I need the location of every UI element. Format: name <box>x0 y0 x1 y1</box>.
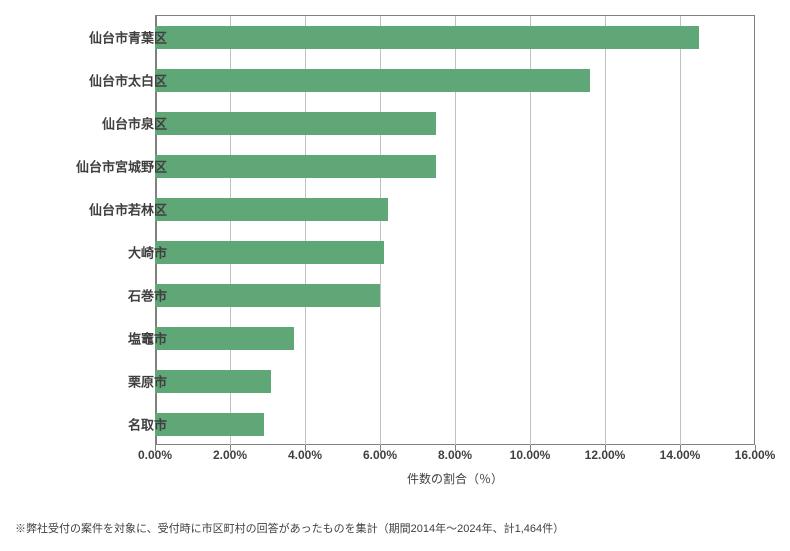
x-tick-label: 0.00% <box>138 448 172 462</box>
gridline <box>680 16 681 445</box>
x-tick-label: 12.00% <box>585 448 626 462</box>
bar <box>155 370 271 393</box>
bar <box>155 284 380 307</box>
bar <box>155 155 436 178</box>
footnote-text: ※弊社受付の案件を対象に、受付時に市区町村の回答があったものを集計（期間2014… <box>15 520 564 536</box>
bar <box>155 69 590 92</box>
bar <box>155 112 436 135</box>
bar <box>155 26 699 49</box>
x-tick-label: 2.00% <box>213 448 247 462</box>
x-tick-label: 4.00% <box>288 448 322 462</box>
gridline <box>605 16 606 445</box>
y-category-label: 仙台市宮城野区 <box>76 156 167 175</box>
y-category-label: 塩竈市 <box>128 328 167 347</box>
y-category-label: 大崎市 <box>128 242 167 261</box>
x-tick-label: 16.00% <box>735 448 776 462</box>
x-tick-label: 6.00% <box>363 448 397 462</box>
y-category-label: 名取市 <box>128 414 167 433</box>
bar <box>155 241 384 264</box>
x-tick-label: 8.00% <box>438 448 472 462</box>
y-category-label: 仙台市青葉区 <box>89 27 167 46</box>
plot-area <box>155 15 755 445</box>
x-axis-title: 件数の割合（％） <box>155 470 755 487</box>
y-category-label: 仙台市若林区 <box>89 199 167 218</box>
y-category-label: 仙台市太白区 <box>89 70 167 89</box>
bar <box>155 198 388 221</box>
x-tick-label: 14.00% <box>660 448 701 462</box>
bar-chart: 件数の割合（％） 0.00% 2.00% 4.00% 6.00% 8.00% 10.00%… <box>20 10 775 490</box>
y-category-label: 仙台市泉区 <box>102 113 167 132</box>
x-tick-label: 10.00% <box>510 448 551 462</box>
bar <box>155 327 294 350</box>
bar <box>155 413 264 436</box>
y-category-label: 栗原市 <box>128 371 167 390</box>
y-category-label: 石巻市 <box>128 285 167 304</box>
